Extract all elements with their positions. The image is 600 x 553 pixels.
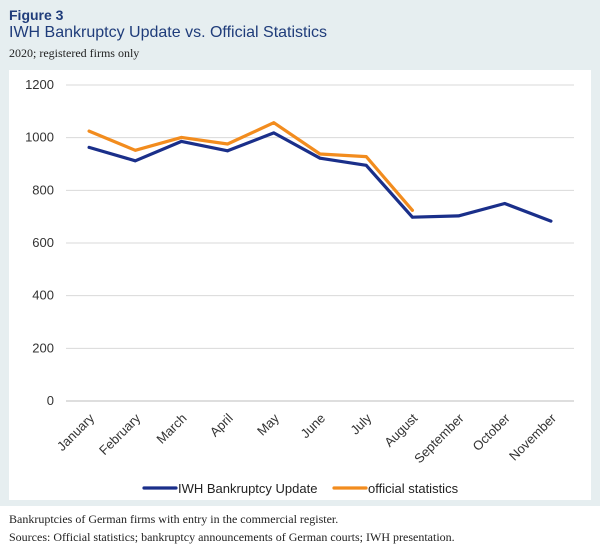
data-point: [410, 215, 414, 219]
x-tick-label: March: [153, 411, 189, 447]
x-tick-label: February: [96, 410, 144, 458]
x-tick-label: July: [347, 410, 374, 437]
chart-subtitle: 2020; registered firms only: [9, 46, 140, 60]
x-tick-label: September: [411, 410, 467, 466]
x-tick-label: November: [506, 410, 559, 463]
legend-label-1: IWH Bankruptcy Update: [178, 481, 317, 496]
figure-panel: Figure 3 IWH Bankruptcy Update vs. Offic…: [0, 0, 600, 506]
data-point: [87, 129, 91, 133]
chart-source: Sources: Official statistics; bankruptcy…: [9, 530, 455, 544]
x-tick-label: April: [207, 410, 236, 439]
data-point: [410, 208, 414, 212]
data-point: [87, 146, 91, 149]
data-point: [318, 156, 322, 160]
data-point: [549, 219, 553, 223]
x-tick-label: August: [381, 410, 420, 449]
y-tick-label: 400: [32, 288, 54, 303]
data-point: [133, 159, 137, 163]
data-point: [364, 163, 368, 167]
chart-note: Bankruptcies of German firms with entry …: [9, 512, 339, 526]
series-line-1: [87, 131, 553, 223]
chart-area: 0 200 400 600 800 1000 1200 January February Mar…: [9, 70, 591, 500]
data-point: [272, 131, 276, 135]
y-tick-label: 800: [32, 182, 54, 197]
y-tick-label: 1000: [25, 130, 54, 145]
data-point: [180, 139, 183, 143]
data-point: [180, 136, 183, 139]
y-axis-ticks: 0 200 400 600 800 1000 1200: [25, 77, 54, 408]
y-tick-label: 1200: [25, 77, 54, 92]
x-tick-label: January: [54, 410, 98, 454]
series-lines: [87, 121, 553, 223]
series-line-2: [87, 121, 414, 212]
data-point: [457, 214, 460, 218]
data-point: [226, 149, 230, 153]
y-tick-label: 200: [32, 340, 54, 355]
y-tick-label: 0: [47, 393, 54, 408]
data-point: [272, 121, 276, 125]
figure-label: Figure 3: [9, 7, 64, 23]
data-point: [226, 142, 230, 146]
data-point: [318, 152, 322, 156]
chart-title: IWH Bankruptcy Update vs. Official Stati…: [9, 24, 328, 41]
data-point: [364, 155, 368, 159]
y-tick-label: 600: [32, 235, 54, 250]
data-point: [133, 148, 137, 152]
x-tick-label: May: [254, 410, 282, 438]
gridlines: [66, 84, 574, 402]
x-tick-label: October: [470, 410, 514, 454]
data-point: [503, 202, 507, 205]
x-tick-label: June: [298, 411, 329, 442]
legend-label-2: official statistics: [368, 481, 459, 496]
legend: IWH Bankruptcy Update official statistics: [142, 481, 459, 496]
